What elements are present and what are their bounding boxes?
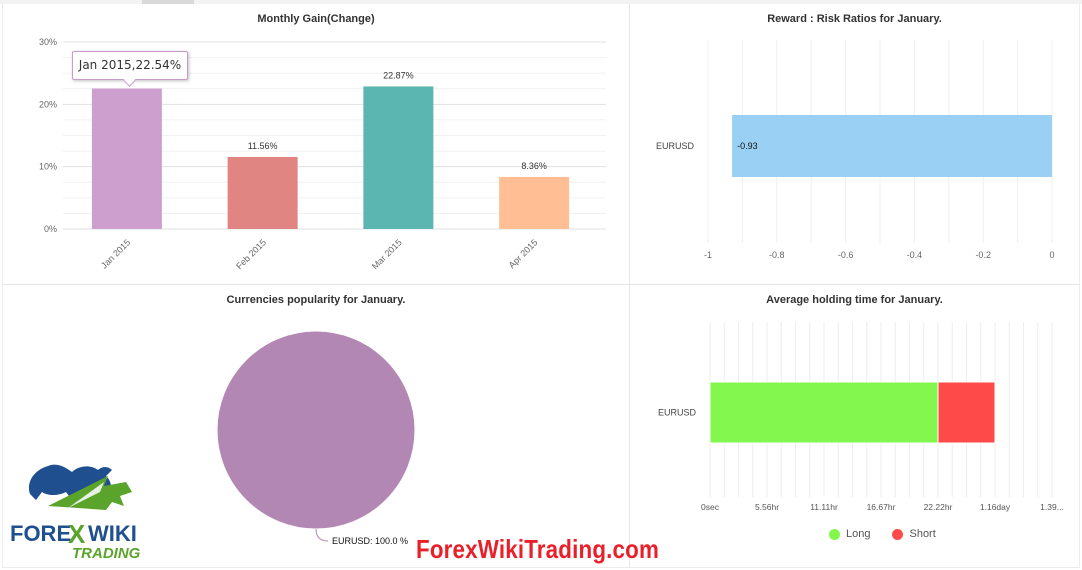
holding-time-title: Average holding time for January. [766,294,943,306]
chart-tooltip: Jan 2015,22.54% [72,51,188,80]
bar-eurusd [732,115,1052,177]
pie-data-label: EURUSD: 100.0 % [332,536,408,546]
y-tick-label: 20% [39,99,57,109]
x-tick-label: 22.22hr [924,502,953,512]
bar-feb-2015 [227,156,298,229]
holding-time-legend: Long Short [829,528,936,540]
legend-long-marker [829,528,840,540]
bar-data-label: 11.56% [248,141,278,151]
legend-short-marker [892,528,904,540]
legend-long-label: Long [846,528,871,540]
x-tick-label: -0.4 [907,250,923,260]
x-tick-label: -0.2 [975,250,991,260]
forex-wiki-logo: FORE X WIKI TRADING [8,452,158,562]
x-tick-label: 0 [1049,250,1054,260]
bull-bear-icon: FORE X WIKI TRADING [10,464,141,562]
legend-short-label: Short [909,528,936,540]
category-label: EURUSD [658,408,697,418]
bar-data-label: -0.93 [737,141,758,151]
x-tick-label: 1.16day [980,502,1011,512]
y-tick-label: 0% [44,224,57,234]
x-tick-label: 1.39... [1040,502,1064,512]
top-tab-strip [0,0,1082,4]
currencies-title: Currencies popularity for January. [226,294,406,306]
bar-segment-long [709,381,939,444]
x-tick-label: 11.11hr [810,502,838,512]
bar-segment-short [937,381,996,444]
monthly-gain-title: Monthly Gain(Change) [257,13,375,25]
category-label: EURUSD [656,141,695,151]
logo-text-trading: TRADING [72,545,141,562]
logo-text-wiki: WIKI [88,521,137,546]
y-tick-label: 10% [39,162,57,172]
x-tick-label: 0sec [701,502,720,512]
y-tick-label: 30% [39,37,57,47]
pie-label-connector [315,528,329,542]
x-tick-label: 5.56hr [755,502,779,512]
active-tab-marker[interactable] [142,0,194,4]
x-tick-label: -0.8 [769,250,785,260]
legend-item-long[interactable]: Long [829,528,870,540]
legend-item-short[interactable]: Short [892,528,936,540]
bar-jan-2015 [91,88,162,229]
x-tick-label: -1 [704,250,712,260]
x-tick-label: 16.67hr [867,502,896,512]
reward-risk-title: Reward : Risk Ratios for January. [767,13,942,25]
logo-text-fore: FORE [10,521,71,546]
x-tick-label: -0.6 [838,250,854,260]
bar-data-label: 22.87% [383,70,414,80]
logo-text-x: X [68,519,86,549]
bar-data-label: 8.36% [521,161,547,171]
site-watermark: ForexWikiTrading.com [416,534,660,564]
bar-mar-2015 [363,86,434,229]
bar-apr-2015 [499,176,570,229]
